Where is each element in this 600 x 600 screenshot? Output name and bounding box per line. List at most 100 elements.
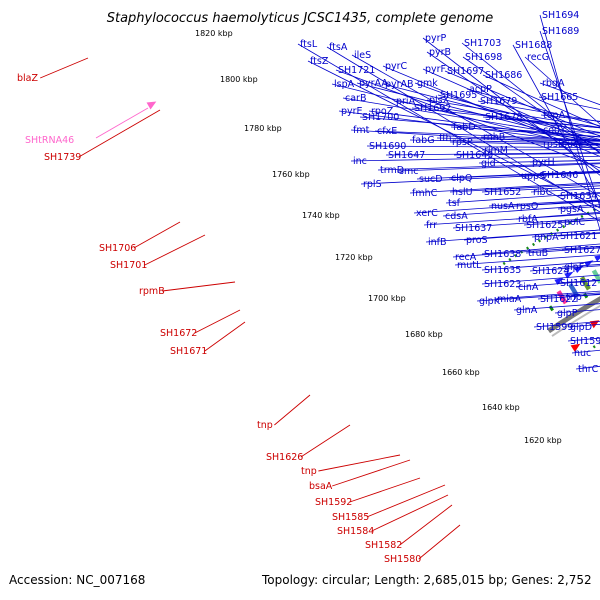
forward-gene-label: trmD <box>380 165 404 176</box>
forward-gene-label: hslU <box>452 187 473 198</box>
forward-gene-label: ftsL <box>300 39 318 50</box>
reverse-gene-label: SH1701 <box>110 260 147 271</box>
forward-gene-label: lspA <box>334 79 355 90</box>
forward-gene-label: SH1612 <box>560 278 597 289</box>
kbp-tick-label: 1720 kbp <box>335 253 373 262</box>
forward-gene-label: clpQ <box>451 173 472 184</box>
forward-gene-label: SH1689 <box>542 26 579 37</box>
forward-gene-label: rbgA <box>542 78 565 89</box>
forward-label-connector <box>342 97 600 141</box>
forward-gene-label: SH1646 <box>541 170 578 181</box>
forward-gene-label: carB <box>345 93 366 104</box>
reverse-label-connector <box>144 234 206 266</box>
forward-gene-label: mutL <box>457 260 482 271</box>
forward-label-connector <box>481 149 600 151</box>
reverse-label-connector <box>318 454 401 472</box>
forward-label-connector <box>437 94 600 137</box>
forward-gene-label: sucD <box>419 174 443 185</box>
forward-label-connector <box>452 245 600 258</box>
forward-gene-label: SH1695 <box>440 90 477 101</box>
kbp-tick-label: 1780 kbp <box>244 124 282 133</box>
forward-gene-label: inc <box>353 156 367 167</box>
forward-gene-arrow <box>594 254 600 262</box>
forward-gene-label: glnA <box>516 305 538 316</box>
forward-gene-label: pyrH <box>532 157 555 168</box>
forward-label-connector <box>448 171 600 179</box>
forward-label-connector <box>482 74 600 128</box>
gene-label-layer: 1820 kbp 1800 kbp 1780 kbp 1760 kbp 1740 kbp… <box>17 10 600 565</box>
forward-gene-label: xerC <box>416 208 438 219</box>
forward-gene-label: frr <box>426 220 437 231</box>
forward-gene-arrow <box>554 277 564 285</box>
forward-label-connector <box>338 110 600 145</box>
forward-label-connector <box>366 145 600 149</box>
forward-gene-label: pnpA <box>534 232 559 243</box>
kbp-tick-label: 1800 kbp <box>220 75 258 84</box>
forward-label-connector <box>350 155 600 162</box>
reverse-gene-label: tnp <box>257 420 273 431</box>
reverse-gene-label: rpmB <box>139 286 165 297</box>
forward-gene-label: glpK <box>479 296 501 307</box>
forward-label-connector <box>538 96 600 110</box>
kbp-tick-label: 1640 kbp <box>482 403 520 412</box>
forward-label-connector <box>423 213 600 226</box>
forward-gene-label: SH1634 <box>560 191 597 202</box>
forward-gene-label: ftsZ <box>310 56 329 67</box>
forward-gene-label: topA <box>543 110 566 121</box>
forward-gene-label: glpP <box>557 308 578 319</box>
forward-label-connector <box>331 83 600 151</box>
forward-gene-label: fabD <box>453 122 476 133</box>
forward-gene-label: SH1688 <box>515 40 552 51</box>
reverse-label-connector <box>40 57 89 79</box>
forward-gene-label: rimM <box>484 145 508 156</box>
forward-gene-label: SH1692 <box>414 103 451 114</box>
forward-gene-label: SH1698 <box>465 52 502 63</box>
reverse-gene-label: SH1585 <box>332 512 369 523</box>
forward-gene-label: gmk <box>417 78 438 89</box>
forward-gene-label: polC <box>564 217 585 228</box>
forward-label-connector <box>307 60 600 209</box>
forward-label-connector <box>409 139 600 144</box>
reverse-label-connector <box>162 281 236 292</box>
reverse-gene-label: SH1672 <box>160 328 197 339</box>
forward-gene-label: proS <box>466 235 488 246</box>
forward-gene-label: SH1665 <box>541 92 578 103</box>
reverse-label-connector <box>399 504 453 546</box>
forward-gene-label: miaA <box>497 294 522 305</box>
reverse-gene-label: bsaA <box>309 481 333 492</box>
forward-gene-label: codY <box>543 125 566 136</box>
reverse-gene-label: SH1671 <box>170 346 207 357</box>
feature-band-segment <box>579 276 591 291</box>
forward-gene-label: SH1627 <box>564 245 600 256</box>
forward-gene-label: cdsA <box>445 211 468 222</box>
forward-label-connector <box>360 172 600 185</box>
forward-gene-label: rbfA <box>518 214 538 225</box>
forward-gene-label: SH1635 <box>484 265 521 276</box>
forward-gene-label: SH1637 <box>455 223 492 234</box>
reverse-label-connector <box>274 394 311 426</box>
forward-gene-label: SH1690 <box>369 141 406 152</box>
forward-gene-label: SH1625 <box>526 220 563 231</box>
reverse-label-connector <box>78 109 161 158</box>
forward-gene-label: tnp <box>566 292 582 303</box>
forward-arrow-head <box>564 271 574 279</box>
forward-label-connector <box>396 163 600 172</box>
forward-label-connector <box>453 152 600 156</box>
forward-gene-label: tsf <box>448 198 461 209</box>
forward-gene-label: SH1599 <box>536 322 573 333</box>
forward-gene-label: truB <box>528 248 548 259</box>
forward-gene-label: rpsP <box>452 137 473 148</box>
forward-label-connector <box>524 56 600 125</box>
forward-gene-label: cfxE <box>377 126 397 137</box>
forward-arrow-head <box>554 277 564 285</box>
forward-gene-label: SH1678 <box>485 112 522 123</box>
forward-gene-label: SH1686 <box>485 70 522 81</box>
reverse-gene-label: SH1739 <box>44 152 81 163</box>
forward-gene-label: SH1700 <box>362 112 399 123</box>
forward-label-connector <box>452 217 600 229</box>
forward-label-connector <box>450 126 600 138</box>
forward-label-connector <box>377 162 600 171</box>
forward-gene-label: SH1623 <box>484 279 521 290</box>
forward-label-connector <box>359 116 600 138</box>
forward-gene-label: pyrF <box>425 64 446 75</box>
